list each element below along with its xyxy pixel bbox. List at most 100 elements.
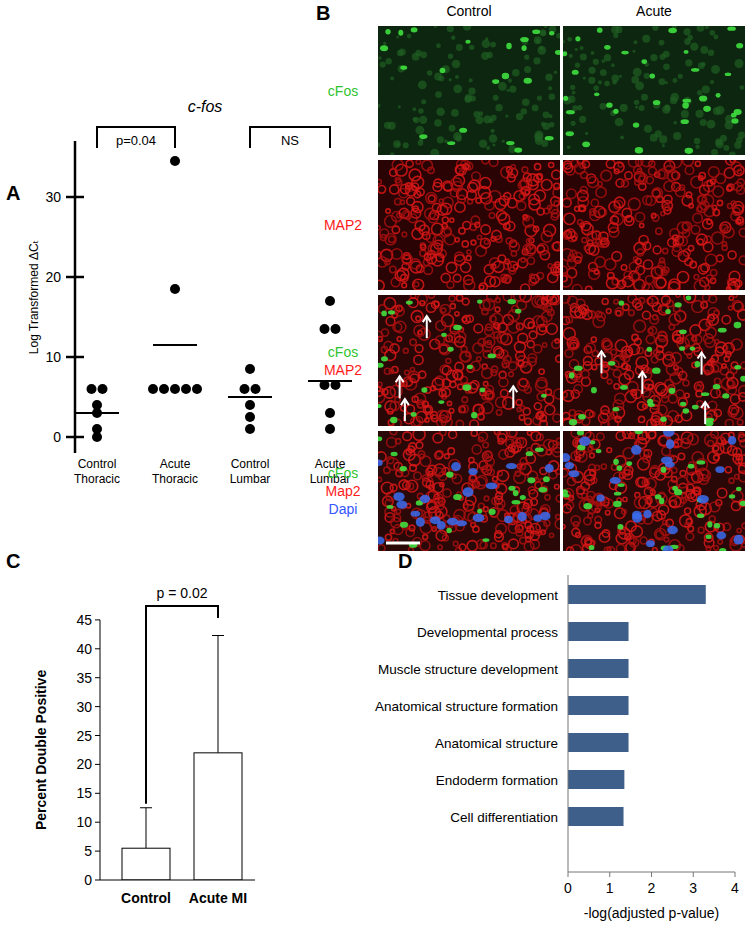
texture [589, 268, 600, 279]
texture [436, 43, 441, 48]
texture [492, 230, 501, 239]
texture [505, 448, 514, 457]
texture [412, 176, 424, 188]
texture [378, 382, 382, 386]
texture [725, 72, 731, 76]
texture [709, 30, 715, 36]
texture [407, 197, 415, 205]
texture [469, 180, 479, 190]
texture [576, 457, 580, 461]
texture [739, 393, 745, 401]
texture [479, 437, 483, 441]
texture [415, 126, 424, 135]
texture [527, 257, 534, 264]
texture [497, 470, 508, 481]
texture [455, 336, 466, 347]
texture [509, 267, 516, 274]
mean-line [153, 344, 197, 346]
texture [702, 195, 714, 207]
texture [548, 86, 552, 90]
texture [403, 432, 412, 441]
texture [390, 266, 396, 272]
texture [385, 234, 396, 245]
texture [555, 519, 560, 529]
texture [706, 411, 717, 422]
texture [438, 400, 444, 404]
texture [390, 401, 399, 410]
arrow [641, 372, 643, 394]
y-tick-label: 0 [53, 429, 61, 445]
texture [463, 384, 471, 391]
texture [420, 454, 425, 459]
texture [632, 334, 638, 340]
texture [606, 277, 618, 289]
texture [671, 467, 677, 473]
texture [724, 145, 730, 151]
texture [455, 135, 461, 141]
texture [489, 509, 496, 515]
texture [690, 43, 698, 51]
texture [583, 356, 592, 365]
texture [440, 304, 450, 314]
texture [606, 160, 615, 168]
texture [649, 73, 655, 78]
texture [703, 219, 713, 229]
bracket [97, 127, 175, 148]
texture [386, 209, 390, 213]
texture [413, 431, 425, 440]
texture [541, 140, 548, 147]
texture [711, 179, 716, 184]
texture [640, 223, 644, 227]
texture [722, 440, 726, 444]
texture [568, 95, 576, 103]
texture [545, 74, 552, 81]
texture [564, 230, 572, 238]
texture [683, 28, 690, 35]
texture [482, 40, 491, 49]
texture [468, 468, 477, 475]
texture [728, 408, 737, 417]
texture [491, 543, 496, 548]
texture [567, 146, 571, 150]
texture [390, 185, 399, 194]
texture [611, 349, 617, 355]
texture [499, 196, 509, 206]
texture [506, 43, 512, 49]
texture [646, 176, 653, 183]
image-bg [563, 26, 745, 155]
texture [455, 312, 459, 316]
dot [251, 384, 261, 394]
texture [390, 77, 394, 81]
texture [722, 364, 726, 368]
texture [642, 311, 650, 319]
texture [549, 31, 554, 35]
texture [714, 545, 719, 550]
mean-line [75, 412, 119, 414]
texture [718, 328, 727, 333]
texture [575, 206, 580, 211]
texture [419, 371, 426, 378]
texture [713, 209, 719, 215]
dot [87, 384, 97, 394]
texture [469, 45, 474, 50]
texture [545, 464, 554, 473]
texture [537, 316, 548, 327]
texture [737, 186, 745, 194]
texture [473, 343, 483, 353]
texture [700, 46, 708, 54]
texture [685, 508, 691, 514]
texture [509, 372, 514, 377]
texture [623, 497, 627, 501]
texture [727, 203, 732, 208]
texture [456, 420, 463, 426]
texture [516, 399, 522, 405]
texture [644, 125, 652, 133]
texture [555, 339, 559, 343]
texture [451, 462, 461, 471]
texture [711, 431, 718, 438]
micrograph [563, 26, 745, 155]
texture [659, 78, 666, 85]
texture [656, 278, 666, 288]
texture [526, 451, 534, 456]
texture [378, 331, 383, 340]
